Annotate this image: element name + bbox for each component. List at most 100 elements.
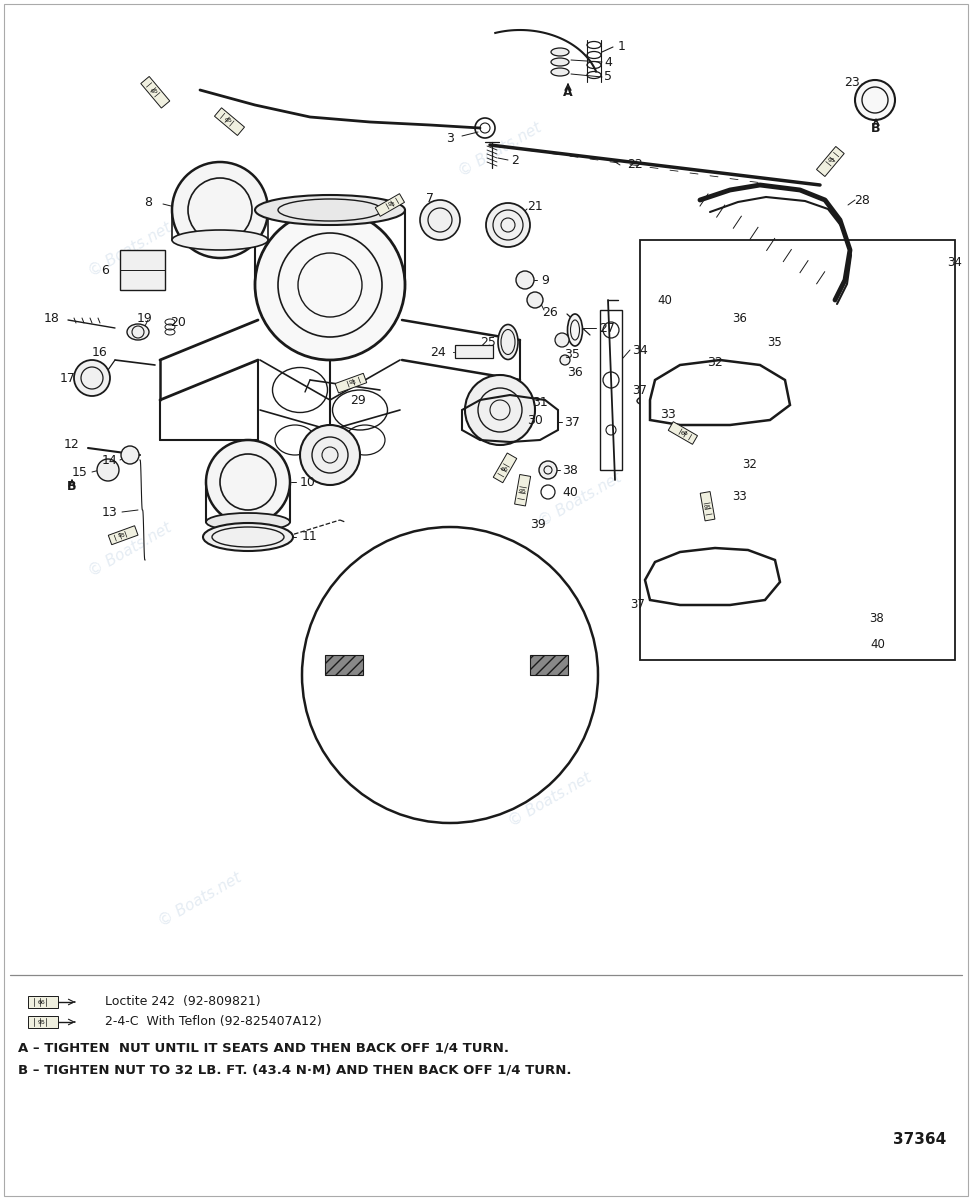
Text: 6: 6	[101, 264, 109, 276]
Text: 33: 33	[733, 491, 747, 504]
Polygon shape	[375, 193, 404, 216]
Circle shape	[465, 374, 535, 445]
Circle shape	[721, 319, 739, 337]
Circle shape	[844, 631, 866, 653]
Ellipse shape	[551, 58, 569, 66]
Polygon shape	[514, 474, 531, 506]
Text: © Boats.net: © Boats.net	[156, 870, 244, 930]
Text: B – TIGHTEN NUT TO 32 LB. FT. (43.4 N·M) AND THEN BACK OFF 1/4 TURN.: B – TIGHTEN NUT TO 32 LB. FT. (43.4 N·M)…	[18, 1063, 572, 1076]
Polygon shape	[669, 421, 698, 444]
Text: 95: 95	[38, 1020, 46, 1025]
Text: 37: 37	[631, 599, 645, 612]
Text: 29: 29	[350, 394, 365, 407]
Circle shape	[420, 200, 460, 240]
Text: 36: 36	[733, 312, 747, 324]
Polygon shape	[28, 996, 58, 1008]
Polygon shape	[335, 373, 366, 392]
Text: © Boats.net: © Boats.net	[86, 520, 174, 580]
Circle shape	[560, 355, 570, 365]
FancyBboxPatch shape	[640, 240, 955, 660]
Ellipse shape	[551, 48, 569, 56]
Circle shape	[97, 458, 119, 481]
Text: 32: 32	[707, 355, 723, 368]
Text: 2-4-C  With Teflon (92-825407A12): 2-4-C With Teflon (92-825407A12)	[105, 1015, 322, 1028]
Polygon shape	[700, 492, 715, 521]
Text: 28: 28	[854, 193, 870, 206]
Text: 19: 19	[137, 312, 153, 324]
Ellipse shape	[127, 324, 149, 340]
Text: 40: 40	[871, 637, 885, 650]
Text: © Boats.net: © Boats.net	[456, 120, 544, 180]
Text: 2: 2	[511, 154, 519, 167]
Text: 66: 66	[501, 467, 508, 472]
Text: 34: 34	[948, 256, 962, 269]
Text: 25: 25	[480, 336, 496, 348]
Circle shape	[206, 440, 290, 524]
Ellipse shape	[498, 324, 518, 360]
Text: 40: 40	[562, 486, 578, 498]
Text: 37: 37	[633, 384, 647, 396]
Text: 40: 40	[658, 294, 673, 306]
Text: 14: 14	[102, 454, 118, 467]
Polygon shape	[493, 454, 517, 482]
FancyBboxPatch shape	[455, 346, 493, 358]
Text: © Boats.net: © Boats.net	[505, 770, 594, 830]
FancyBboxPatch shape	[120, 250, 165, 290]
Text: 39: 39	[530, 518, 546, 532]
Ellipse shape	[172, 230, 268, 250]
Ellipse shape	[551, 68, 569, 76]
Text: 24: 24	[431, 346, 446, 359]
Text: B: B	[67, 480, 77, 493]
Text: 32: 32	[743, 458, 757, 472]
Circle shape	[300, 425, 360, 485]
Circle shape	[539, 461, 557, 479]
Text: 3: 3	[446, 132, 454, 144]
Text: 95: 95	[827, 158, 835, 163]
Text: 35: 35	[564, 348, 580, 360]
Circle shape	[669, 301, 691, 323]
Text: 95: 95	[225, 118, 232, 124]
FancyBboxPatch shape	[4, 4, 968, 1196]
Text: 34: 34	[632, 343, 648, 356]
Text: 95: 95	[348, 380, 357, 385]
Text: 20: 20	[170, 316, 186, 329]
Text: 37: 37	[564, 415, 580, 428]
Ellipse shape	[568, 314, 582, 346]
FancyBboxPatch shape	[325, 655, 363, 674]
Circle shape	[74, 360, 110, 396]
Text: 95: 95	[151, 89, 158, 94]
Ellipse shape	[726, 503, 774, 517]
Text: 23: 23	[844, 76, 860, 89]
Circle shape	[843, 606, 867, 630]
Text: 13: 13	[102, 505, 118, 518]
Circle shape	[172, 162, 268, 258]
Text: 27: 27	[599, 322, 615, 335]
Polygon shape	[141, 77, 170, 108]
Text: B: B	[871, 121, 881, 134]
Circle shape	[527, 292, 543, 308]
Text: 8: 8	[144, 196, 152, 209]
Circle shape	[121, 446, 139, 464]
FancyBboxPatch shape	[530, 655, 568, 674]
Ellipse shape	[203, 523, 293, 551]
Text: 30: 30	[527, 414, 543, 426]
Text: 17: 17	[60, 372, 76, 384]
Text: 4: 4	[604, 55, 612, 68]
Polygon shape	[215, 108, 245, 136]
Text: Loctite 242  (92-809821): Loctite 242 (92-809821)	[105, 996, 260, 1008]
Circle shape	[855, 80, 895, 120]
Text: 95: 95	[118, 533, 125, 538]
Polygon shape	[108, 526, 138, 545]
Text: 36: 36	[567, 366, 583, 378]
Ellipse shape	[255, 194, 405, 226]
Ellipse shape	[637, 394, 675, 406]
Ellipse shape	[650, 372, 710, 388]
FancyBboxPatch shape	[820, 300, 855, 330]
Text: 95: 95	[704, 505, 712, 510]
Text: 38: 38	[870, 612, 885, 624]
Text: 31: 31	[532, 396, 548, 408]
Polygon shape	[816, 146, 845, 176]
Text: 66: 66	[680, 431, 688, 437]
Text: 1: 1	[618, 41, 626, 54]
Ellipse shape	[724, 470, 796, 490]
